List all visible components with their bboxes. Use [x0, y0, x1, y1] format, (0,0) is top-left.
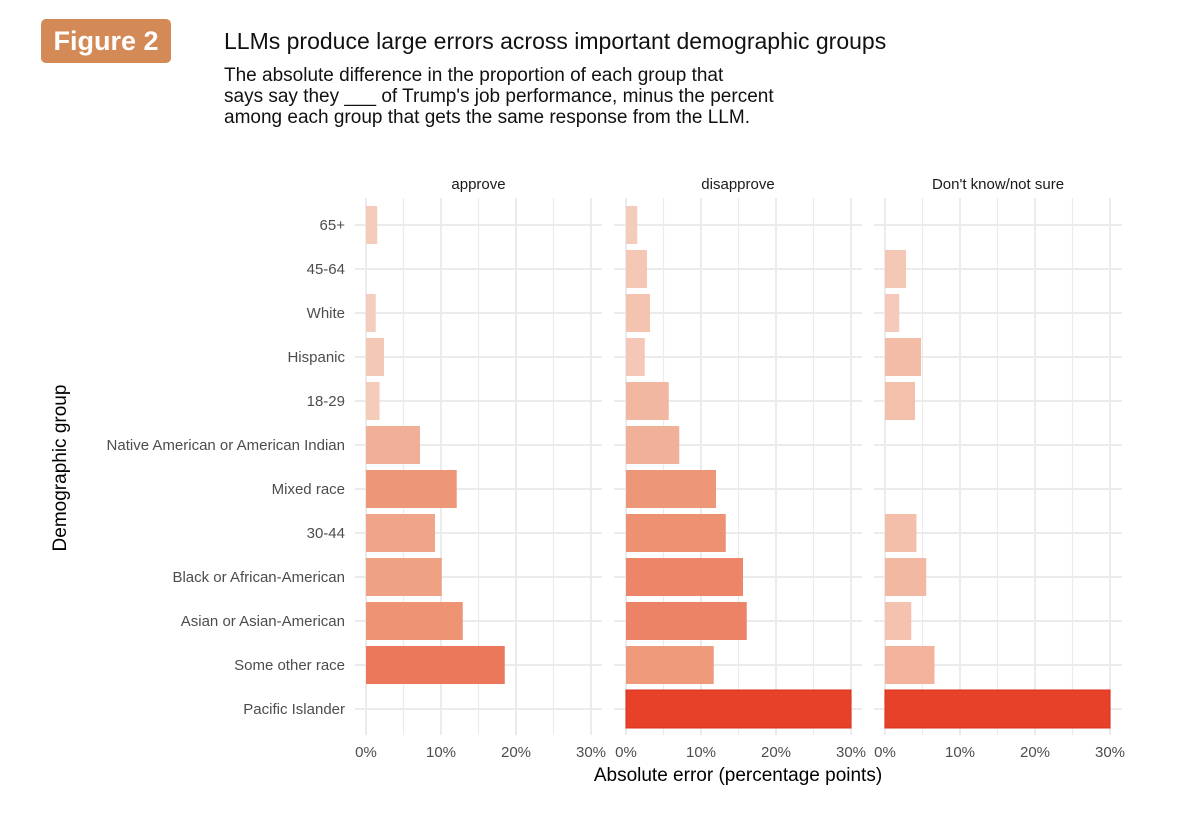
y-tick-label: Pacific Islander	[243, 701, 345, 718]
bar-disapprove	[625, 689, 852, 729]
x-tick-label: 20%	[1020, 744, 1050, 761]
bar-approve	[366, 602, 463, 640]
subtitle-line: says say they ___ of Trump's job perform…	[224, 86, 774, 107]
chart-subtitle: The absolute difference in the proportio…	[224, 65, 864, 128]
bar-approve	[366, 338, 384, 376]
subtitle-line: among each group that gets the same resp…	[224, 107, 750, 128]
bar-don-t-know-not-sure	[885, 646, 935, 684]
x-tick-label: 20%	[501, 744, 531, 761]
x-axis-title: Absolute error (percentage points)	[594, 765, 882, 786]
chart-title: LLMs produce large errors across importa…	[224, 28, 887, 54]
bar-approve	[366, 558, 442, 596]
x-tick-label: 30%	[1095, 744, 1125, 761]
bar-don-t-know-not-sure	[885, 294, 900, 332]
label-layer: approve 0% 10% 20% 30% disapprove 0% 10% 20% 30% D…	[107, 176, 1125, 761]
bar-don-t-know-not-sure	[885, 250, 906, 288]
bar-disapprove	[626, 646, 714, 684]
y-tick-label: Hispanic	[287, 349, 345, 366]
x-tick-label: 10%	[945, 744, 975, 761]
bar-disapprove	[626, 382, 669, 420]
bar-approve	[366, 206, 378, 244]
bar-approve	[366, 426, 420, 464]
x-tick-label: 20%	[761, 744, 791, 761]
bar-don-t-know-not-sure	[885, 514, 917, 552]
bar-disapprove	[626, 206, 638, 244]
x-tick-label: 0%	[874, 744, 896, 761]
subtitle-line: The absolute difference in the proportio…	[224, 65, 724, 86]
bar-disapprove	[626, 602, 747, 640]
bar-disapprove	[626, 250, 647, 288]
x-tick-label: 30%	[576, 744, 606, 761]
bar-layer	[366, 206, 1111, 729]
bar-disapprove	[626, 294, 650, 332]
bar-don-t-know-not-sure	[884, 689, 1111, 729]
y-tick-label: Black or African-American	[172, 569, 345, 586]
x-tick-label: 30%	[836, 744, 866, 761]
bar-disapprove	[626, 338, 645, 376]
y-tick-label: 65+	[320, 217, 346, 234]
y-tick-label: Some other race	[234, 657, 345, 674]
x-tick-label: 10%	[426, 744, 456, 761]
x-tick-label: 0%	[615, 744, 637, 761]
bar-approve	[366, 514, 435, 552]
facet-label-disapprove: disapprove	[701, 176, 774, 193]
y-tick-label: Native American or American Indian	[107, 437, 345, 454]
y-tick-label: 18-29	[307, 393, 345, 410]
bar-approve	[366, 382, 380, 420]
bar-disapprove	[626, 426, 680, 464]
y-tick-label: Asian or Asian-American	[181, 613, 345, 630]
facet-label-don-t-know-not-sure: Don't know/not sure	[932, 176, 1064, 193]
y-tick-label: Mixed race	[272, 481, 345, 498]
y-axis-title: Demographic group	[50, 385, 71, 552]
bar-disapprove	[626, 558, 743, 596]
bar-approve	[366, 470, 457, 508]
bar-approve	[366, 294, 376, 332]
bar-approve	[366, 646, 505, 684]
bar-disapprove	[626, 514, 726, 552]
bar-don-t-know-not-sure	[885, 602, 912, 640]
bar-don-t-know-not-sure	[885, 338, 921, 376]
grid-layer	[355, 198, 1122, 735]
x-tick-label: 10%	[686, 744, 716, 761]
bar-disapprove	[626, 470, 716, 508]
bar-don-t-know-not-sure	[885, 382, 915, 420]
facet-label-approve: approve	[451, 176, 505, 193]
y-tick-label: 30-44	[307, 525, 345, 542]
figure-label-badge: Figure 2	[41, 19, 171, 63]
bar-don-t-know-not-sure	[885, 558, 927, 596]
y-tick-label: White	[307, 305, 345, 322]
y-tick-label: 45-64	[307, 261, 345, 278]
x-tick-label: 0%	[355, 744, 377, 761]
